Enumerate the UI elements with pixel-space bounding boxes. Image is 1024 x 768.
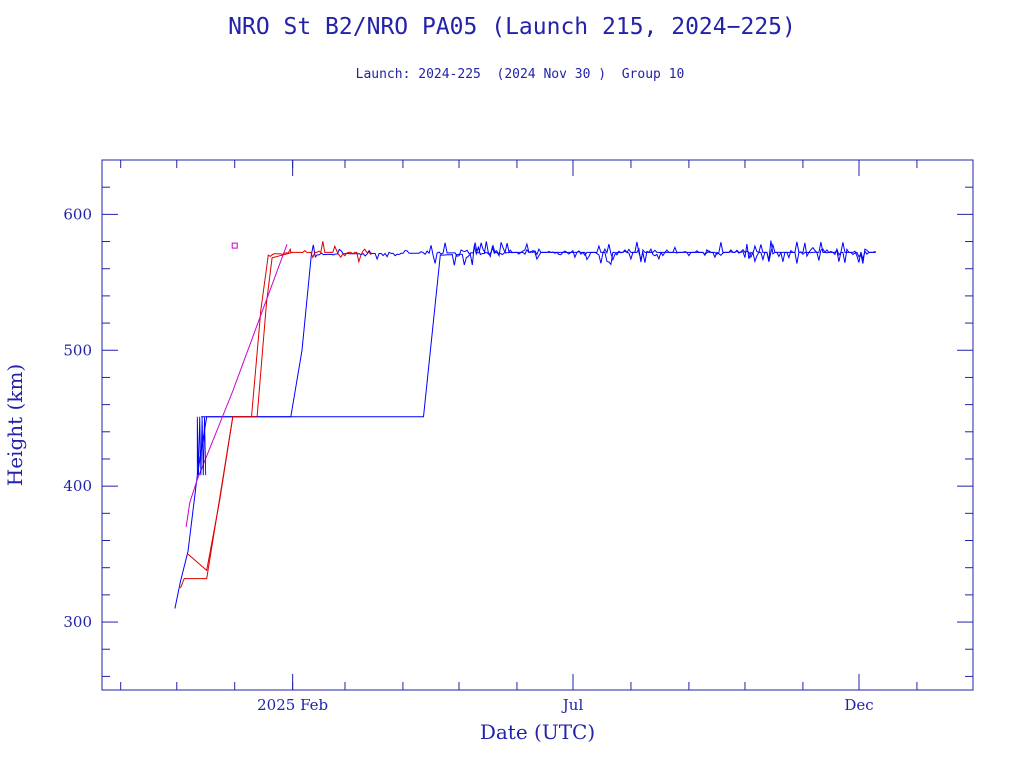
series-line-blue	[201, 240, 876, 418]
y-axis-label: Height (km)	[3, 364, 27, 486]
plot-border	[101, 159, 974, 691]
plot-frame	[101, 159, 974, 691]
x-tick-label: 2025 Feb	[257, 696, 328, 714]
series-line-red	[187, 251, 293, 572]
series-group	[174, 240, 877, 609]
isolated-point-marker	[231, 242, 238, 249]
axis-ticks	[102, 159, 973, 690]
x-axis-label: Date (UTC)	[480, 720, 595, 744]
series-line-blue	[174, 241, 877, 609]
y-tick-label: 600	[63, 205, 92, 223]
tick-labels: 2025 Feb Jul Dec 300 400 500 600	[63, 205, 873, 714]
y-tick-label: 500	[63, 341, 92, 359]
chart-subtitle: Launch: 2024-225 (2024 Nov 30 ) Group 10	[355, 67, 685, 82]
y-tick-label: 300	[63, 613, 92, 631]
series-line-blue-oscillation	[196, 416, 207, 476]
series-line-red	[180, 241, 372, 589]
series-line-magenta	[185, 244, 288, 527]
x-tick-label: Dec	[844, 696, 873, 714]
x-tick-label: Jul	[561, 696, 584, 714]
chart-title: NRO St B2/NRO PA05 (Launch 215, 2024−225…	[228, 14, 796, 40]
y-tick-label: 400	[63, 477, 92, 495]
